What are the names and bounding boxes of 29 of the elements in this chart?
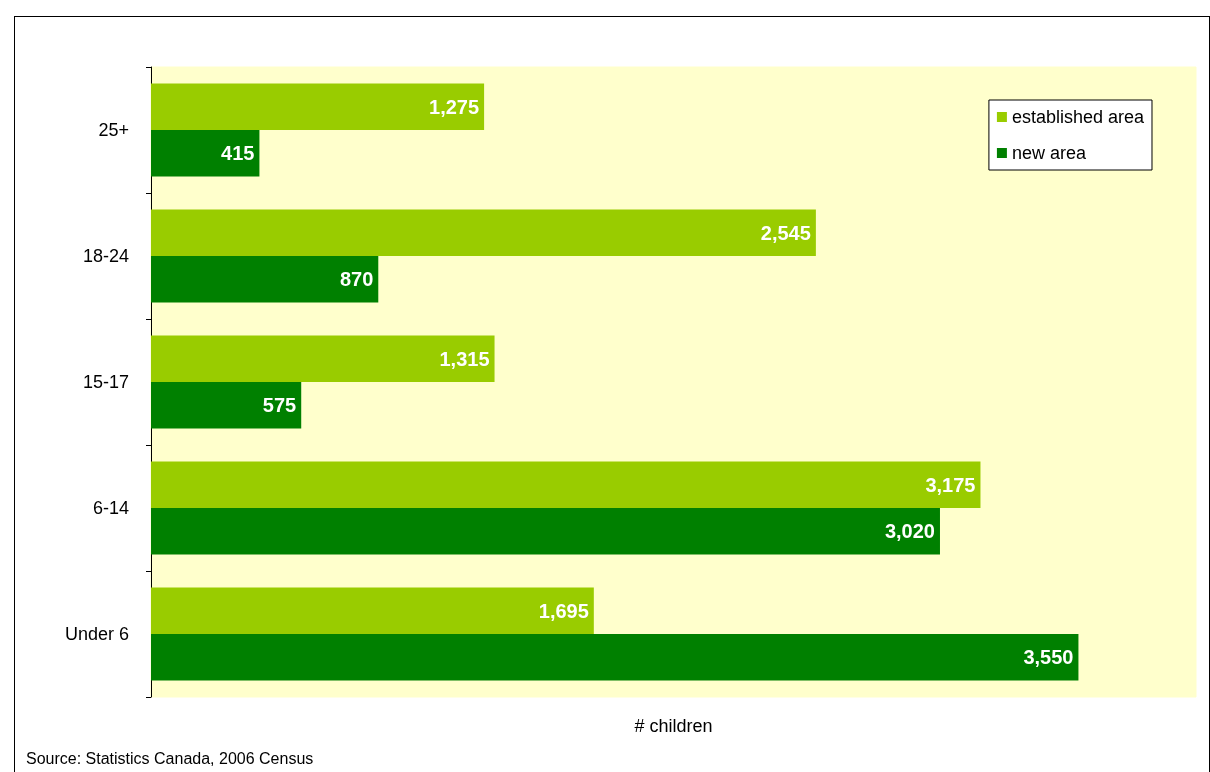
bar: [151, 209, 816, 256]
y-tick-label: 6-14: [92, 498, 129, 518]
bar: [151, 508, 940, 555]
bar: [151, 634, 1079, 681]
legend-label: established area: [1011, 107, 1145, 127]
data-label: 3,550: [1023, 646, 1074, 669]
data-label: 415: [221, 142, 255, 165]
data-label: 1,695: [538, 599, 589, 622]
x-axis-title: # children: [634, 716, 713, 736]
bar: [151, 587, 594, 634]
bar: [151, 83, 485, 130]
data-label: 870: [339, 268, 374, 291]
data-label: 3,020: [884, 520, 935, 543]
bar: [151, 256, 379, 303]
y-tick-label: 15-17: [82, 372, 129, 392]
bar: [151, 130, 260, 177]
y-tick-label: 18-24: [82, 246, 129, 266]
data-label: 575: [262, 394, 297, 417]
bar: [151, 335, 495, 382]
legend-label: new area: [1011, 143, 1087, 163]
bar: [151, 461, 981, 508]
data-label: 3,175: [925, 473, 976, 496]
data-label: 2,545: [760, 221, 811, 244]
y-tick-label: 25+: [98, 120, 129, 140]
bar: [151, 382, 302, 429]
data-label: 1,315: [439, 347, 490, 370]
y-tick-label: Under 6: [64, 624, 129, 644]
source-note: Source: Statistics Canada, 2006 Census: [26, 749, 314, 767]
data-label: 1,275: [429, 95, 480, 118]
